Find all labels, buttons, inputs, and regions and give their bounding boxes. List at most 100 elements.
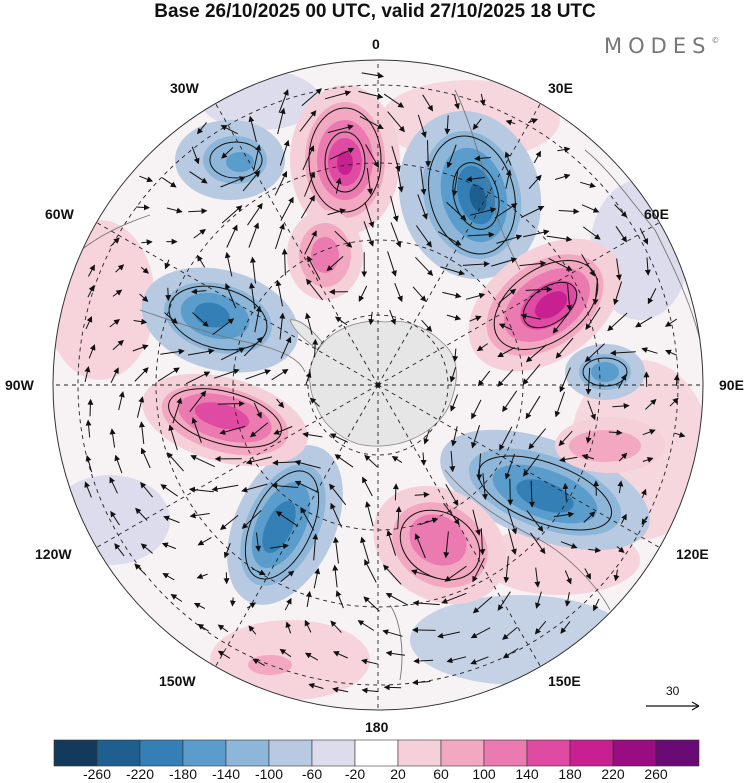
wind-vector	[523, 454, 540, 477]
wind-vector	[609, 349, 636, 356]
wind-vector	[526, 510, 544, 532]
wind-vector	[307, 255, 321, 280]
wind-vector	[304, 171, 316, 197]
wind-vector	[157, 367, 180, 382]
wind-vector	[453, 94, 460, 110]
reference-vector	[646, 701, 700, 711]
wind-vector	[110, 367, 119, 384]
wind-vector	[520, 313, 542, 320]
wind-vector	[275, 279, 283, 307]
wind-vector	[394, 283, 403, 303]
lon-label-60e: 60E	[644, 206, 669, 222]
wind-vector	[132, 344, 149, 352]
wind-vector	[300, 195, 315, 219]
wind-vector	[161, 177, 177, 188]
wind-vector	[554, 391, 565, 418]
wind-vector	[470, 656, 489, 665]
wind-vector	[558, 208, 580, 215]
wind-vector	[110, 237, 120, 247]
colorbar-box	[311, 739, 356, 767]
wind-vector	[472, 557, 485, 583]
wind-vector	[440, 266, 466, 276]
brand-text: MODES	[604, 34, 712, 58]
wind-vector	[280, 570, 295, 582]
lon-label-30w: 30W	[170, 80, 199, 96]
wind-vector	[558, 430, 573, 447]
wind-vector	[305, 278, 323, 301]
wind-vector	[364, 202, 375, 228]
wind-vector	[389, 309, 397, 326]
wind-vector	[115, 264, 125, 273]
wind-vector	[196, 573, 208, 579]
wind-vector	[502, 627, 518, 640]
wind-vector	[505, 169, 512, 189]
wind-vector	[422, 94, 434, 112]
wind-vector	[110, 510, 120, 526]
wind-vector	[141, 239, 153, 246]
wind-vectors	[84, 72, 686, 694]
wind-vector	[396, 165, 404, 193]
map-disk	[53, 60, 703, 710]
wind-vector	[503, 556, 510, 584]
wind-vector	[442, 291, 462, 299]
wind-vector	[329, 147, 355, 160]
lon-label-60w: 60W	[45, 206, 74, 222]
wind-vector	[360, 536, 370, 563]
colorbar-box	[225, 739, 270, 767]
wind-vector	[302, 145, 315, 171]
wind-vector	[507, 508, 518, 535]
wind-vector	[607, 312, 628, 332]
wind-vector	[326, 256, 344, 272]
wind-vector	[85, 419, 92, 438]
wind-vector	[451, 169, 459, 197]
wind-vector	[446, 144, 457, 169]
wind-vector	[327, 124, 354, 134]
wind-vector	[358, 285, 368, 302]
brand-logo: MODES©	[604, 34, 719, 58]
lon-label-30e: 30E	[548, 80, 573, 96]
wind-vector	[481, 473, 488, 501]
wind-vector	[417, 114, 427, 138]
wind-vector	[615, 258, 622, 281]
wind-vector	[197, 255, 206, 268]
wind-vector	[472, 509, 481, 536]
wind-vector	[185, 371, 211, 385]
wind-vector	[87, 398, 94, 417]
wind-vector	[472, 596, 493, 614]
wind-vector	[446, 202, 467, 221]
wind-vector	[528, 118, 539, 124]
lon-label-90w: 90W	[5, 377, 34, 393]
wind-vector	[332, 564, 339, 588]
wind-vector	[359, 115, 384, 129]
wind-vector	[220, 125, 238, 135]
wind-vector	[522, 363, 541, 385]
wind-vector	[357, 620, 375, 631]
colorbar-tick-label: -180	[168, 766, 198, 782]
wind-vector	[279, 312, 286, 340]
wind-vector	[383, 93, 405, 108]
lon-label-150e: 150E	[548, 673, 581, 689]
colorbar-tick-label: 260	[644, 766, 668, 782]
wind-vector	[329, 433, 349, 443]
colorbar-box	[96, 739, 141, 767]
wind-vector	[560, 541, 578, 549]
wind-vector	[476, 453, 483, 481]
wind-vector	[479, 93, 486, 106]
wind-vector	[250, 256, 256, 284]
wind-vector	[502, 648, 519, 659]
wind-vector	[196, 122, 207, 135]
wind-vector	[519, 260, 547, 267]
wind-vector	[280, 336, 292, 359]
colorbar-tick-label: 220	[601, 766, 625, 782]
wind-vector	[587, 400, 596, 421]
wind-vector	[255, 532, 262, 552]
colorbar-tick-label: -140	[211, 766, 241, 782]
map-title: Base 26/10/2025 00 UTC, valid 27/10/2025…	[154, 1, 596, 22]
wind-vector	[365, 144, 379, 168]
wind-vector	[470, 627, 491, 639]
wind-vector	[160, 484, 178, 497]
wind-vector	[412, 627, 436, 634]
wind-vector	[277, 107, 286, 135]
wind-vector	[190, 455, 216, 468]
wind-vector	[271, 482, 299, 489]
